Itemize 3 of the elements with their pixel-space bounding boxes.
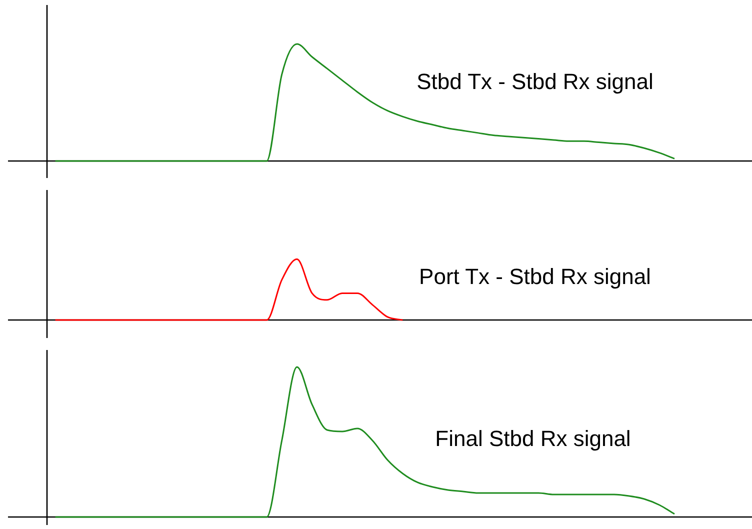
annotation: Final Stbd Rx signal	[435, 426, 631, 452]
annotation: Port Tx - Stbd Rx signal	[419, 264, 651, 290]
annotation: Stbd Tx - Stbd Rx signal	[416, 69, 654, 94]
